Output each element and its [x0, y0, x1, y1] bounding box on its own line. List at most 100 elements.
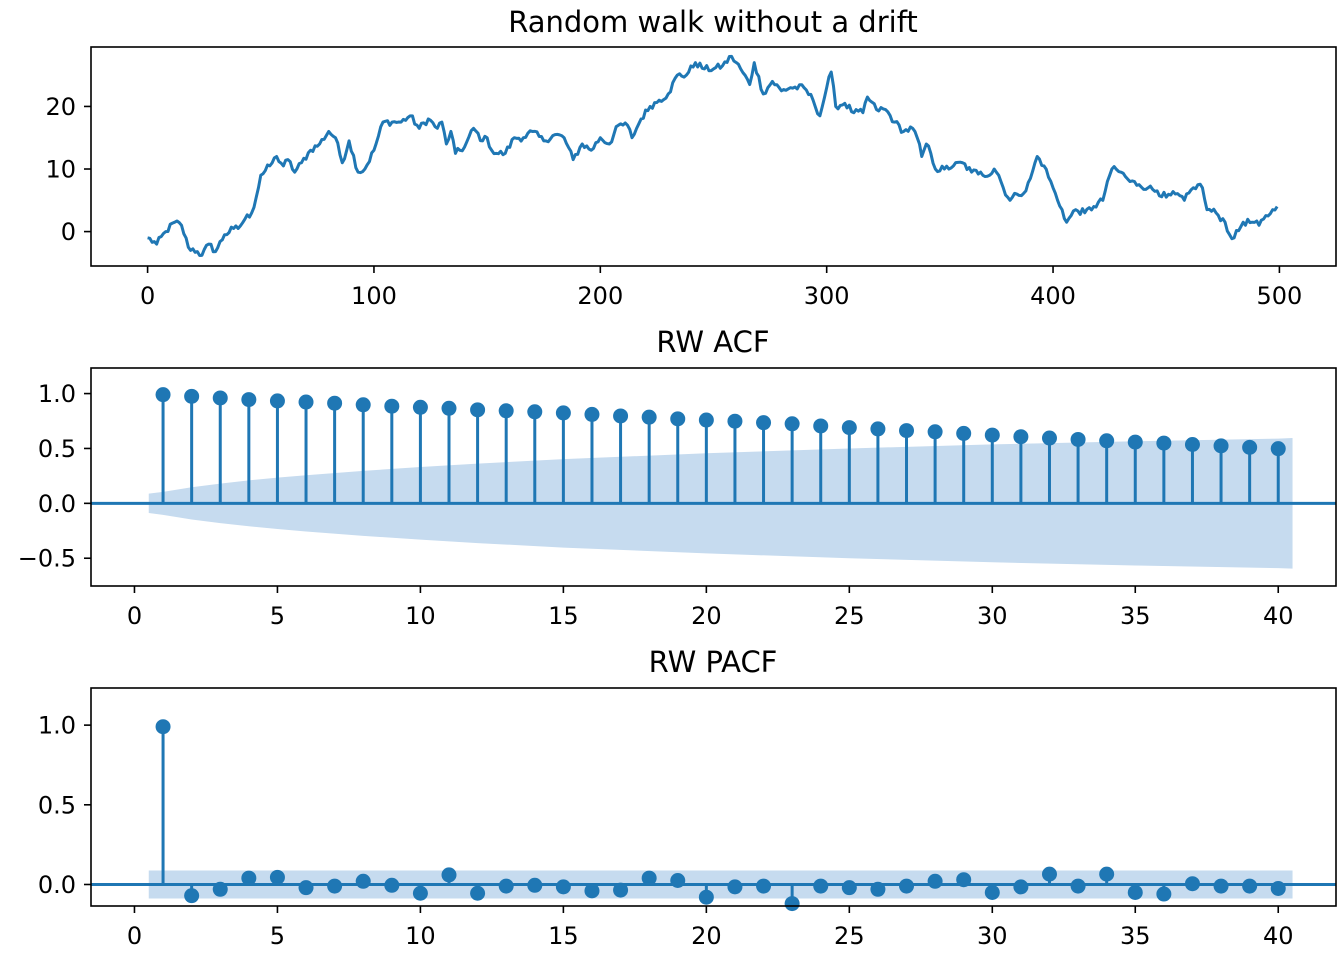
random-walk-xtick-label: 0 — [140, 282, 155, 310]
random-walk-title: Random walk without a drift — [508, 5, 918, 39]
random-walk-xtick-label: 200 — [577, 282, 623, 310]
acf-lag-marker — [212, 390, 228, 406]
pacf-lag-marker — [584, 883, 600, 899]
random-walk-ytick-label: 0 — [61, 218, 76, 246]
pacf-lag-marker — [384, 877, 400, 893]
acf-lag-marker — [1184, 437, 1200, 453]
acf-lag-marker — [269, 393, 285, 409]
acf-lag-marker — [984, 427, 1000, 443]
random-walk-panel: Random walk without a drift 0 100 200 300 40… — [45, 5, 1337, 310]
acf-lag-marker — [298, 394, 314, 410]
random-walk-axes-frame — [90, 46, 1337, 267]
pacf-lag-marker — [1070, 878, 1086, 894]
pacf-xtick-label: 40 — [1263, 922, 1294, 950]
pacf-xtick-label: 15 — [548, 922, 579, 950]
acf-lag-marker — [355, 397, 371, 413]
random-walk-xtick-label: 500 — [1257, 282, 1303, 310]
pacf-lag-marker — [184, 888, 200, 904]
pacf-lag-marker — [784, 896, 800, 912]
pacf-lag-marker — [927, 873, 943, 889]
acf-xtick-label: 0 — [127, 602, 142, 630]
acf-xtick-label: 25 — [834, 602, 865, 630]
pacf-lag-marker — [1213, 878, 1229, 894]
pacf-xtick-label: 25 — [834, 922, 865, 950]
random-walk-xtick-label: 400 — [1030, 282, 1076, 310]
random-walk-plot-area: 0 100 200 300 400 500 0 10 20 — [45, 54, 1303, 310]
pacf-lag-marker — [956, 872, 972, 888]
pacf-lag-marker — [327, 878, 343, 894]
random-walk-xtick-label: 300 — [804, 282, 850, 310]
acf-lag-marker — [841, 420, 857, 436]
pacf-xtick-label: 30 — [977, 922, 1008, 950]
random-walk-ytick-label: 10 — [45, 156, 76, 184]
acf-lag-marker — [698, 412, 714, 428]
random-walk-series-line — [147, 54, 1279, 257]
acf-xtick-label: 20 — [691, 602, 722, 630]
acf-lag-marker — [555, 405, 571, 421]
acf-lag-marker — [1070, 431, 1086, 447]
acf-lag-marker — [584, 406, 600, 422]
acf-axes-frame — [90, 367, 1337, 587]
pacf-panel: RW PACF 0 5 10 15 20 25 30 35 40 0.0 0.5 1.0 — [38, 645, 1337, 950]
acf-lag-marker — [498, 403, 514, 419]
pacf-lag-marker — [899, 878, 915, 894]
pacf-lag-marker — [613, 882, 629, 898]
pacf-lag-marker — [1127, 884, 1143, 900]
acf-lag-marker — [813, 418, 829, 434]
pacf-lag-marker — [670, 873, 686, 889]
pacf-lag-marker — [870, 881, 886, 897]
acf-xtick-label: 10 — [405, 602, 436, 630]
pacf-lag-marker — [470, 885, 486, 901]
pacf-lag-marker — [155, 719, 171, 735]
pacf-lag-marker — [355, 873, 371, 889]
pacf-xtick-label: 5 — [270, 922, 285, 950]
acf-lag-marker — [412, 399, 428, 415]
acf-lag-marker — [241, 392, 257, 408]
pacf-xtick-label: 35 — [1120, 922, 1151, 950]
pacf-title: RW PACF — [649, 645, 778, 679]
acf-lag-marker — [1099, 433, 1115, 449]
pacf-ytick-label: 0.0 — [38, 871, 76, 899]
acf-panel: RW ACF 0 5 10 15 20 25 30 35 40 −0.5 0.0 0.5 1.0 — [18, 325, 1337, 630]
acf-lag-marker — [613, 408, 629, 424]
pacf-lag-marker — [269, 869, 285, 885]
pacf-lag-marker — [212, 881, 228, 897]
pacf-lag-marker — [1013, 879, 1029, 895]
pacf-ytick-label: 1.0 — [38, 712, 76, 740]
acf-lag-marker — [184, 388, 200, 404]
acf-ytick-label: 1.0 — [38, 380, 76, 408]
acf-lag-marker — [1041, 430, 1057, 446]
pacf-lag-marker — [1184, 876, 1200, 892]
pacf-lag-marker — [1242, 878, 1258, 894]
pacf-plot-area: 0 5 10 15 20 25 30 35 40 0.0 0.5 1.0 — [38, 712, 1336, 950]
acf-lag-marker — [927, 424, 943, 440]
acf-lag-marker — [670, 411, 686, 427]
pacf-lag-marker — [641, 870, 657, 886]
acf-lag-marker — [956, 425, 972, 441]
acf-title: RW ACF — [656, 325, 769, 359]
acf-lag-marker — [756, 415, 772, 431]
acf-lag-marker — [1242, 439, 1258, 455]
pacf-lag-marker — [1270, 880, 1286, 896]
acf-lag-marker — [1156, 435, 1172, 451]
pacf-lag-marker — [813, 878, 829, 894]
pacf-lag-marker — [498, 878, 514, 894]
acf-lag-marker — [899, 423, 915, 439]
acf-ytick-label: 0.5 — [38, 435, 76, 463]
acf-lag-marker — [1213, 438, 1229, 454]
pacf-lag-marker — [527, 877, 543, 893]
acf-lag-marker — [155, 387, 171, 403]
pacf-lag-marker — [727, 879, 743, 895]
random-walk-ytick-label: 20 — [45, 93, 76, 121]
acf-xtick-label: 15 — [548, 602, 579, 630]
pacf-xtick-label: 20 — [691, 922, 722, 950]
pacf-xtick-label: 10 — [405, 922, 436, 950]
pacf-lag-marker — [1099, 866, 1115, 882]
acf-lag-marker — [384, 398, 400, 414]
pacf-ytick-label: 0.5 — [38, 791, 76, 819]
pacf-lag-marker — [698, 889, 714, 905]
acf-lag-marker — [441, 400, 457, 416]
acf-lag-marker — [1270, 441, 1286, 457]
acf-lag-marker — [470, 402, 486, 418]
